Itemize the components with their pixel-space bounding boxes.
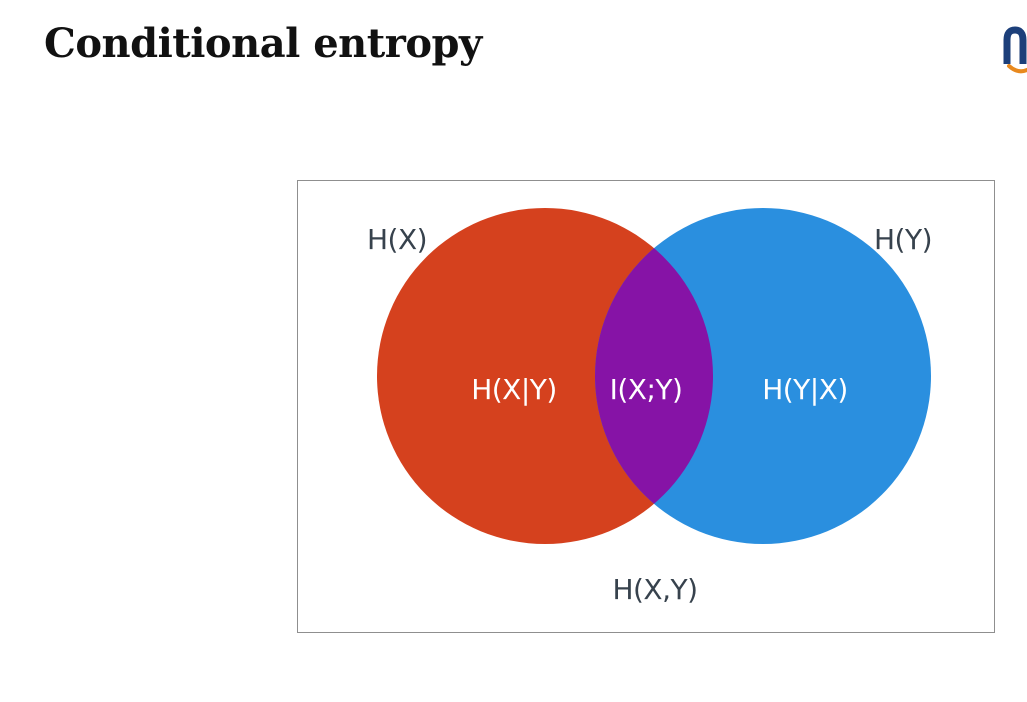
venn-diagram-frame: H(X) H(Y) H(X|Y) I(X;Y) H(Y|X) H(X,Y) [297,180,995,633]
label-mutual-information: I(X;Y) [610,373,683,406]
slide-title: Conditional entropy [44,20,482,67]
intersection-region [595,208,713,544]
label-hy-given-x: H(Y|X) [762,373,848,406]
university-logo-icon [998,22,1027,78]
label-hy: H(Y) [874,223,932,256]
label-joint-entropy: H(X,Y) [612,573,697,606]
label-hx: H(X) [367,223,427,256]
label-hx-given-y: H(X|Y) [471,373,557,406]
venn-diagram: H(X) H(Y) H(X|Y) I(X;Y) H(Y|X) H(X,Y) [367,208,933,606]
